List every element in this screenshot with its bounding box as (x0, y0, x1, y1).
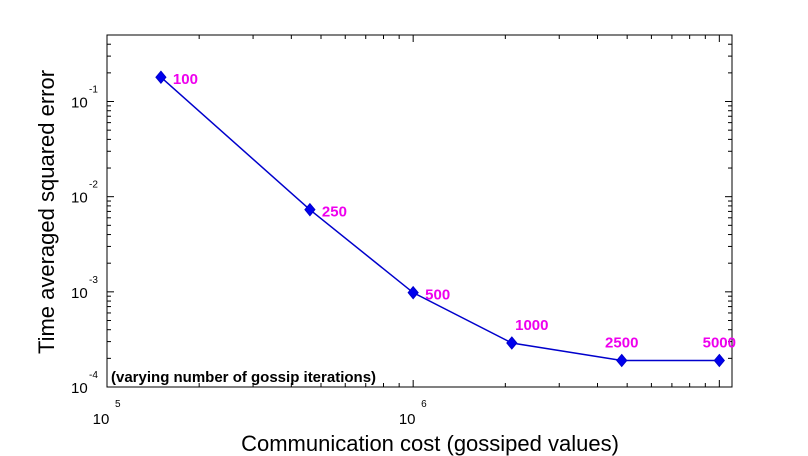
series-line (160, 76, 720, 362)
y-tick-label: 10 (71, 380, 88, 397)
y-tick-label-exponent: -4 (89, 370, 98, 381)
data-point-label: 250 (322, 204, 347, 221)
y-axis-title: Time averaged squared error (34, 70, 59, 354)
x-tick-label-exponent: 5 (115, 399, 121, 410)
x-tick-label: 10 (93, 411, 110, 428)
x-tick-label-exponent: 6 (421, 399, 427, 410)
data-labels: 100 250 500 1000 2500 5000 (173, 71, 736, 351)
data-markers (155, 70, 725, 368)
x-tick-label: 10 (399, 411, 416, 428)
data-point-marker (713, 353, 725, 368)
y-tick-label: 10 (71, 285, 88, 302)
y-tick-label-exponent: -2 (89, 180, 98, 191)
data-point-marker (506, 336, 518, 350)
annotation-text: (varying number of gossip iterations) (111, 369, 376, 386)
data-point-marker (155, 70, 167, 85)
axis-ticks (106, 34, 732, 388)
y-tick-label-exponent: -3 (89, 275, 98, 286)
data-point-marker (616, 353, 628, 368)
data-point-marker (304, 202, 316, 217)
x-axis-title: Communication cost (gossiped values) (241, 431, 619, 456)
y-tick-label: 10 (71, 190, 88, 207)
data-point-label: 2500 (605, 334, 638, 351)
data-point-marker (407, 285, 419, 300)
data-point-label: 5000 (703, 334, 736, 351)
data-point-label: 100 (173, 71, 198, 88)
series-line-group (160, 76, 720, 362)
y-tick-label: 10 (71, 95, 88, 112)
data-point-label: 500 (425, 287, 450, 304)
y-tick-label-exponent: -1 (89, 85, 98, 96)
data-point-label: 1000 (515, 317, 548, 334)
